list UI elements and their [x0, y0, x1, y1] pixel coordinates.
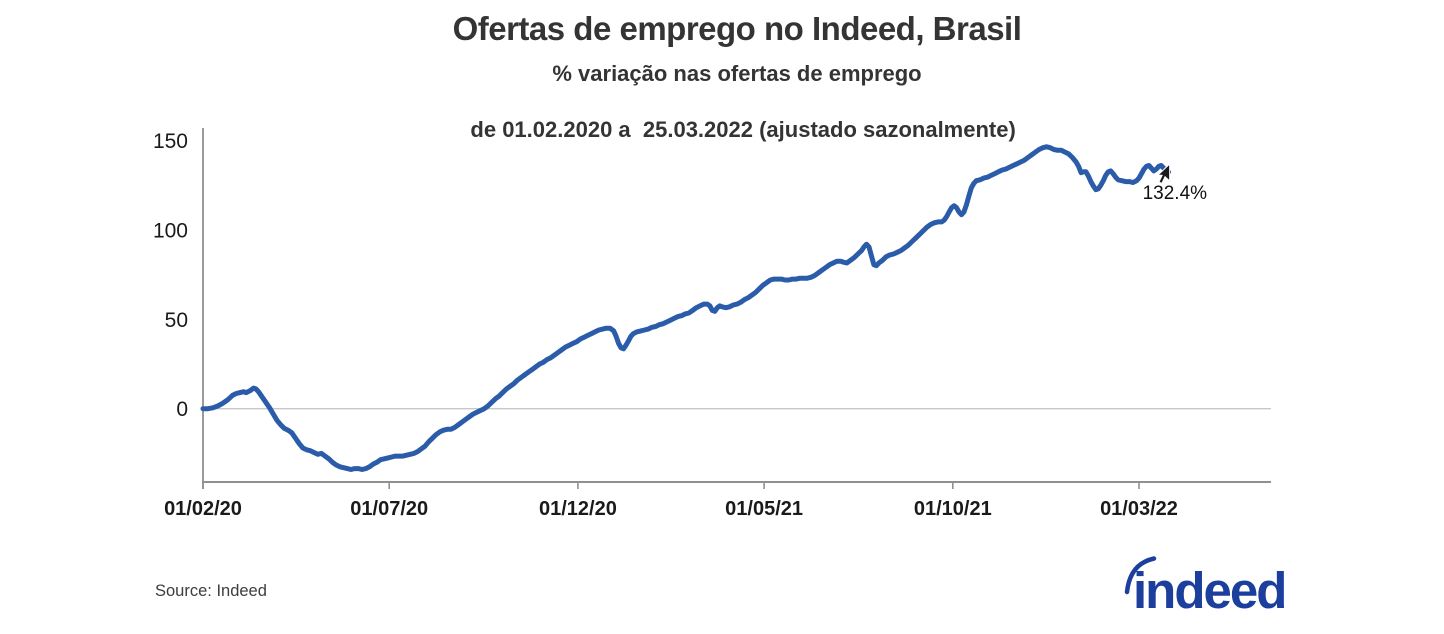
source-note: Source: Indeed — [155, 582, 267, 600]
x-tick-label: 01/05/21 — [725, 498, 803, 520]
chart-title: Ofertas de emprego no Indeed, Brasil — [452, 10, 1022, 47]
indeed-logo-text: indeed — [1133, 562, 1285, 619]
y-tick-label: 150 — [153, 130, 188, 153]
cursor-icon — [1156, 162, 1171, 185]
x-tick-label: 01/02/20 — [164, 498, 242, 520]
indeed-logo: indeed — [1124, 556, 1287, 619]
y-tick-label: 100 — [153, 219, 188, 242]
y-tick-label: 0 — [176, 398, 188, 421]
latest-value-label: 132.4% — [1143, 183, 1208, 204]
chart-subtitle-line2: de 01.02.2020 a 25.03.2022 (ajustado saz… — [470, 117, 1016, 142]
x-tick-label: 01/12/20 — [539, 498, 617, 520]
x-tick-label: 01/10/21 — [914, 498, 992, 520]
jobs-trend-line — [200, 144, 1172, 472]
chart-subtitle: % variação nas ofertas de emprego de 01.… — [203, 60, 1271, 144]
indeed-logo-swoosh-icon — [1124, 556, 1157, 595]
chart-subtitle-line1: % variação nas ofertas de emprego — [552, 61, 922, 86]
x-tick-label: 01/07/20 — [350, 498, 428, 520]
chart-header: Ofertas de emprego no Indeed, Brasil % v… — [203, 10, 1271, 144]
x-tick-label: 01/03/22 — [1100, 498, 1178, 520]
y-tick-label: 50 — [165, 309, 188, 332]
